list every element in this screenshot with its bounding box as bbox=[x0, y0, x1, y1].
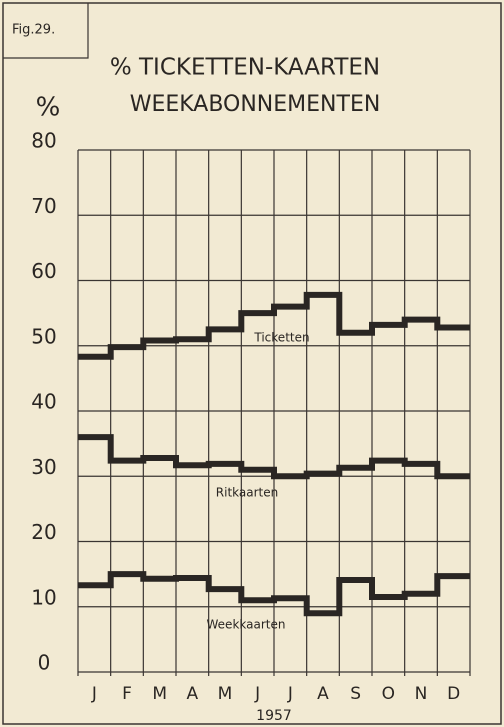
x-tick-label: O bbox=[382, 684, 395, 704]
series-line bbox=[78, 291, 470, 360]
y-axis-label: % bbox=[36, 93, 61, 123]
series-line bbox=[78, 571, 470, 617]
x-axis-label: 1957 bbox=[256, 708, 292, 724]
x-tick-label: M bbox=[218, 684, 233, 704]
x-tick-label: N bbox=[415, 684, 428, 704]
y-tick-label: 70 bbox=[31, 194, 56, 218]
y-tick-label: 50 bbox=[31, 324, 56, 348]
x-tick-label: D bbox=[447, 684, 460, 704]
figure-label: Fig.29. bbox=[12, 23, 55, 38]
x-tick-label: J bbox=[91, 684, 97, 704]
y-tick-label: 0 bbox=[38, 651, 51, 675]
series-label: Ritkaarten bbox=[216, 486, 278, 500]
y-tick-label: 40 bbox=[31, 390, 56, 414]
x-tick-label: J bbox=[287, 684, 293, 704]
x-tick-label: F bbox=[122, 684, 132, 704]
x-tick-label: S bbox=[350, 684, 361, 704]
chart-subtitle: WEEKABONNEMENTEN bbox=[130, 92, 381, 117]
y-tick-label: 10 bbox=[31, 585, 56, 609]
figure-box bbox=[3, 3, 89, 59]
y-tick-label: 20 bbox=[31, 520, 56, 544]
y-tick-label: 30 bbox=[31, 455, 56, 479]
series-label: Ticketten bbox=[253, 331, 309, 345]
x-tick-label: M bbox=[152, 684, 167, 704]
chart-title: % TICKETTEN-KAARTEN bbox=[110, 55, 380, 81]
y-tick-label: 60 bbox=[31, 259, 56, 283]
x-tick-label: J bbox=[254, 684, 260, 704]
x-tick-label: A bbox=[317, 684, 329, 704]
x-tick-label: A bbox=[187, 684, 199, 704]
series-label: Weekkaarten bbox=[207, 618, 286, 632]
series-line bbox=[78, 434, 470, 480]
y-tick-label: 80 bbox=[31, 129, 56, 153]
